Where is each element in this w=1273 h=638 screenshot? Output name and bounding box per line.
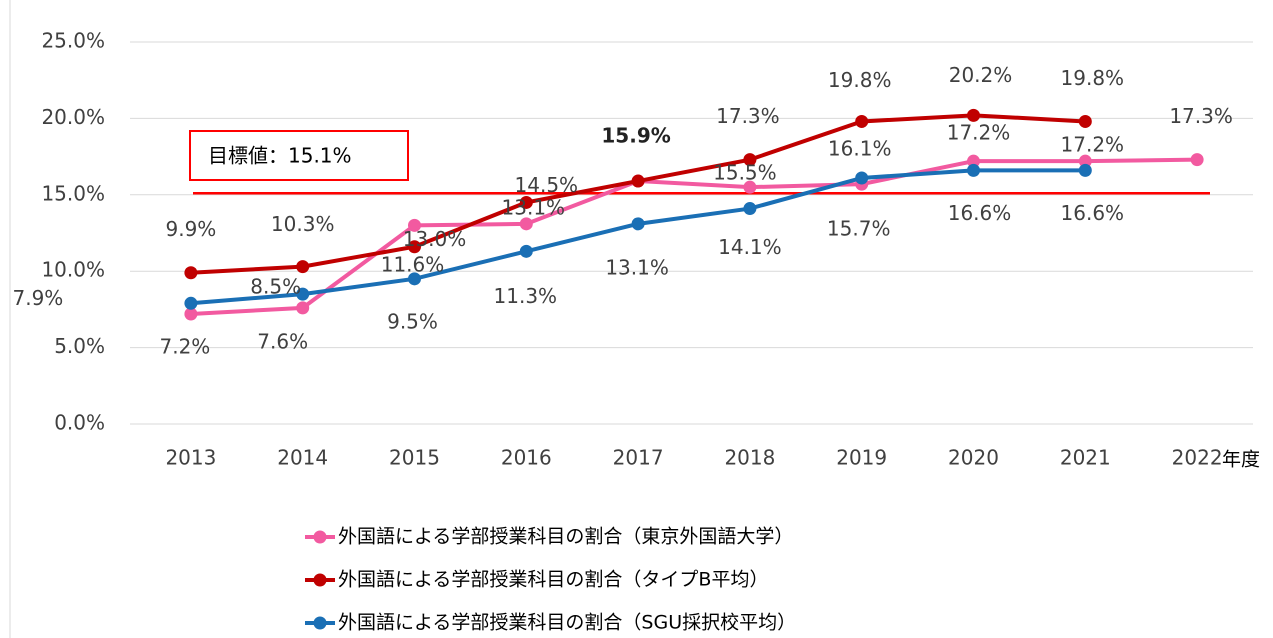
data-label: 15.7% bbox=[827, 217, 891, 241]
x-axis-label: 年度 bbox=[1222, 449, 1260, 471]
labels: 0.0% 5.0% 10.0% 15.0% 20.0% 25.0% 2013 2014 2015… bbox=[12, 29, 1260, 634]
point bbox=[1078, 154, 1092, 168]
grid bbox=[130, 41, 1253, 425]
data-label: 17.2% bbox=[1061, 133, 1125, 157]
data-label: 17.3% bbox=[716, 104, 780, 128]
point bbox=[855, 171, 869, 185]
series-line bbox=[190, 168, 1086, 306]
data-label: 11.6% bbox=[381, 252, 445, 276]
y-tick-label: 0.0% bbox=[54, 411, 105, 435]
data-label: 13.0% bbox=[403, 227, 467, 251]
point bbox=[184, 296, 198, 310]
legend-label: 外国語による学部授業科目の割合（東京外国語大学） bbox=[338, 526, 793, 548]
point bbox=[967, 163, 980, 177]
x-tick-label: 2017 bbox=[613, 446, 664, 470]
point bbox=[967, 154, 980, 168]
x-tick-label: 2013 bbox=[165, 446, 216, 470]
x-tick-label: 2016 bbox=[501, 446, 552, 470]
point bbox=[1190, 153, 1204, 167]
data-label: 7.9% bbox=[12, 286, 63, 310]
data-label: 17.2% bbox=[947, 121, 1011, 145]
point bbox=[408, 272, 421, 286]
point bbox=[743, 180, 757, 194]
data-label: 15.9% bbox=[601, 124, 670, 148]
data-label: 16.6% bbox=[1061, 201, 1125, 225]
x-tick-label: 2018 bbox=[724, 446, 775, 470]
data-label: 9.5% bbox=[387, 309, 438, 333]
data-label: 8.5% bbox=[250, 275, 301, 299]
data-label: 15.5% bbox=[713, 161, 777, 185]
x-tick-label: 2022 bbox=[1172, 446, 1223, 470]
target-label: 目標値：15.1% bbox=[208, 144, 352, 168]
x-tick-label: 2015 bbox=[389, 446, 440, 470]
data-label: 20.2% bbox=[949, 63, 1013, 87]
point bbox=[1078, 114, 1092, 128]
point bbox=[296, 260, 310, 274]
data-label: 14.1% bbox=[718, 235, 782, 259]
target-box bbox=[189, 130, 409, 181]
data-label: 19.8% bbox=[1061, 66, 1125, 90]
point bbox=[408, 240, 421, 254]
point bbox=[967, 108, 980, 122]
legend-label: 外国語による学部授業科目の割合（タイプB平均） bbox=[338, 569, 768, 591]
y-tick-label: 15.0% bbox=[41, 181, 105, 205]
data-label: 16.1% bbox=[828, 136, 892, 160]
x-tick-label: 2021 bbox=[1060, 446, 1111, 470]
data-label: 10.3% bbox=[271, 212, 335, 236]
point bbox=[743, 202, 757, 216]
point bbox=[631, 174, 645, 188]
data-label: 7.6% bbox=[257, 329, 308, 353]
y-tick-label: 20.0% bbox=[41, 105, 105, 129]
y-tick-label: 5.0% bbox=[54, 334, 105, 358]
data-label: 7.2% bbox=[159, 334, 210, 358]
legend-label: 外国語による学部授業科目の割合（SGU採択校平均） bbox=[338, 612, 796, 634]
legend-marker bbox=[313, 530, 327, 544]
point bbox=[743, 153, 757, 167]
data-label: 9.9% bbox=[165, 217, 216, 241]
point bbox=[184, 266, 198, 280]
point bbox=[296, 287, 310, 301]
point bbox=[855, 114, 869, 128]
y-tick-label: 25.0% bbox=[41, 29, 105, 53]
data-label: 13.1% bbox=[502, 195, 566, 219]
y-tick-label: 10.0% bbox=[41, 258, 105, 282]
x-tick-label: 2014 bbox=[277, 446, 328, 470]
marks bbox=[184, 108, 1210, 321]
point bbox=[1078, 163, 1092, 177]
point bbox=[519, 244, 533, 258]
x-tick-label: 2019 bbox=[836, 446, 887, 470]
point bbox=[408, 218, 421, 232]
data-label: 19.8% bbox=[828, 68, 892, 92]
point bbox=[296, 301, 310, 315]
x-tick-label: 2020 bbox=[948, 446, 999, 470]
legend-marker bbox=[313, 616, 327, 630]
point bbox=[184, 307, 198, 321]
data-label: 13.1% bbox=[605, 255, 669, 279]
data-label: 11.3% bbox=[494, 284, 558, 308]
data-label: 14.5% bbox=[515, 173, 579, 197]
series-line bbox=[190, 157, 1198, 316]
point bbox=[519, 217, 533, 231]
point bbox=[519, 195, 533, 209]
legend-marker bbox=[313, 573, 327, 587]
data-label: 16.6% bbox=[948, 201, 1012, 225]
data-label: 17.3% bbox=[1169, 104, 1233, 128]
point bbox=[631, 217, 645, 231]
